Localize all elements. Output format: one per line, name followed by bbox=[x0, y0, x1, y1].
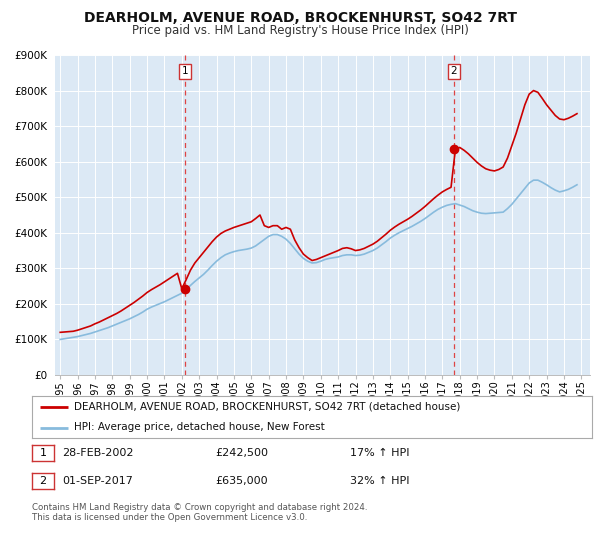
Text: £635,000: £635,000 bbox=[215, 476, 268, 486]
Text: 32% ↑ HPI: 32% ↑ HPI bbox=[350, 476, 409, 486]
Text: DEARHOLM, AVENUE ROAD, BROCKENHURST, SO42 7RT (detached house): DEARHOLM, AVENUE ROAD, BROCKENHURST, SO4… bbox=[74, 402, 460, 412]
Text: 2: 2 bbox=[40, 476, 47, 486]
Text: 17% ↑ HPI: 17% ↑ HPI bbox=[350, 448, 409, 458]
Text: Contains HM Land Registry data © Crown copyright and database right 2024.
This d: Contains HM Land Registry data © Crown c… bbox=[32, 503, 367, 522]
Text: 28-FEB-2002: 28-FEB-2002 bbox=[62, 448, 133, 458]
Text: HPI: Average price, detached house, New Forest: HPI: Average price, detached house, New … bbox=[74, 422, 325, 432]
Text: DEARHOLM, AVENUE ROAD, BROCKENHURST, SO42 7RT: DEARHOLM, AVENUE ROAD, BROCKENHURST, SO4… bbox=[83, 11, 517, 25]
Text: 1: 1 bbox=[40, 448, 47, 458]
Text: 1: 1 bbox=[181, 66, 188, 76]
Text: 01-SEP-2017: 01-SEP-2017 bbox=[62, 476, 133, 486]
Text: Price paid vs. HM Land Registry's House Price Index (HPI): Price paid vs. HM Land Registry's House … bbox=[131, 24, 469, 36]
Text: 2: 2 bbox=[451, 66, 457, 76]
Text: £242,500: £242,500 bbox=[215, 448, 268, 458]
